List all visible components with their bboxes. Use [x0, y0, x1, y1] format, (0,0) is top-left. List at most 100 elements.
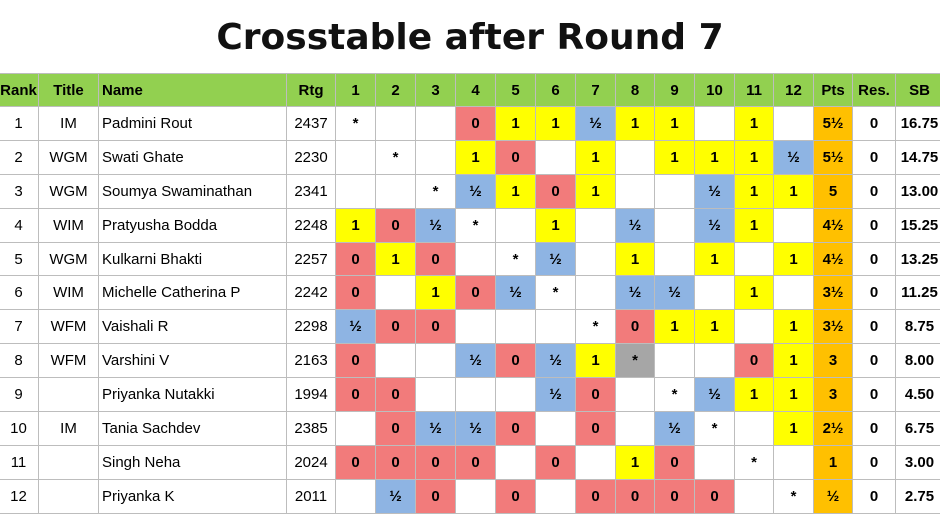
result-cell: 1	[535, 207, 576, 243]
result-tiebreak-cell: 0	[852, 478, 896, 514]
title-cell	[38, 444, 99, 480]
table-row: 7 WFM Vaishali R 2298 ½ 0 0 * 0 1 1 1 3½ 0 8.75	[0, 309, 940, 345]
result-cell: 1	[575, 343, 616, 379]
result-cell: *	[455, 207, 496, 243]
result-cell	[773, 106, 814, 141]
player-name-cell: Tania Sachdev	[98, 411, 287, 446]
result-tiebreak-cell: 0	[852, 241, 896, 277]
table-row: 10 IM Tania Sachdev 2385 0 ½ ½ 0 0 ½ * 1 2½ 0 6.75	[0, 411, 940, 446]
column-header: 7	[575, 73, 616, 107]
result-cell: ½	[335, 309, 376, 345]
result-cell: 0	[335, 377, 376, 413]
result-cell: 0	[375, 207, 416, 243]
result-cell: 0	[495, 139, 536, 175]
result-cell: ½	[415, 207, 456, 243]
result-cell: *	[415, 173, 456, 209]
points-cell: 3½	[813, 309, 853, 345]
sonneborn-berger-cell: 14.75	[895, 139, 940, 175]
result-cell: 1	[734, 275, 774, 311]
result-cell: 0	[335, 241, 376, 277]
result-cell: *	[654, 377, 695, 413]
result-cell	[734, 241, 774, 277]
points-cell: 4½	[813, 241, 853, 277]
table-row: 5 WGM Kulkarni Bhakti 2257 0 1 0 * ½ 1 1 1 4½ 0 13.25	[0, 241, 940, 277]
result-cell: 1	[773, 343, 814, 379]
rating-cell: 2437	[286, 106, 336, 141]
points-cell: 3	[813, 343, 853, 379]
result-cell: 1	[734, 139, 774, 175]
result-cell: 0	[415, 444, 456, 480]
result-cell	[415, 106, 456, 141]
result-cell	[773, 207, 814, 243]
result-cell: 0	[575, 478, 616, 514]
result-cell: 1	[615, 241, 655, 277]
result-cell	[615, 377, 655, 413]
result-cell	[535, 478, 576, 514]
result-cell: 1	[654, 106, 695, 141]
title-cell: WGM	[38, 139, 99, 175]
column-header: 11	[734, 73, 774, 107]
rank-cell: 10	[0, 411, 39, 446]
result-tiebreak-cell: 0	[852, 106, 896, 141]
result-cell	[535, 309, 576, 345]
result-cell: 1	[654, 309, 695, 345]
sonneborn-berger-cell: 6.75	[895, 411, 940, 446]
result-cell	[694, 106, 735, 141]
result-cell	[734, 309, 774, 345]
result-cell	[575, 275, 616, 311]
column-header: Name	[98, 73, 287, 107]
title-cell	[38, 478, 99, 514]
player-name-cell: Padmini Rout	[98, 106, 287, 141]
table-row: 4 WIM Pratyusha Bodda 2248 1 0 ½ * 1 ½ ½ 1 4½ 0 15.25	[0, 207, 940, 243]
result-cell: 1	[375, 241, 416, 277]
result-cell: 0	[535, 444, 576, 480]
sonneborn-berger-cell: 4.50	[895, 377, 940, 413]
result-cell	[535, 139, 576, 175]
result-cell	[773, 275, 814, 311]
result-cell: *	[495, 241, 536, 277]
result-cell: 1	[694, 309, 735, 345]
result-cell	[615, 173, 655, 209]
result-cell: 0	[415, 309, 456, 345]
result-cell: *	[773, 478, 814, 514]
title-cell: WGM	[38, 241, 99, 277]
result-cell	[375, 106, 416, 141]
result-cell: *	[535, 275, 576, 311]
result-cell: 0	[575, 411, 616, 446]
result-cell: 1	[415, 275, 456, 311]
result-cell: 1	[773, 377, 814, 413]
result-cell	[495, 309, 536, 345]
result-cell	[375, 275, 416, 311]
table-row: 6 WIM Michelle Catherina P 2242 0 1 0 ½ * ½ ½ 1 3½ 0 1…	[0, 275, 940, 311]
points-cell: 1	[813, 444, 853, 480]
result-cell: ½	[773, 139, 814, 175]
result-cell: 1	[734, 377, 774, 413]
rating-cell: 2024	[286, 444, 336, 480]
table-row: 11 Singh Neha 2024 0 0 0 0 0 1 0 * 1 0 3.00	[0, 444, 940, 480]
sonneborn-berger-cell: 13.25	[895, 241, 940, 277]
result-cell	[335, 411, 376, 446]
player-name-cell: Priyanka K	[98, 478, 287, 514]
result-cell: ½	[415, 411, 456, 446]
result-cell: 1	[694, 139, 735, 175]
sonneborn-berger-cell: 8.00	[895, 343, 940, 379]
table-row: 2 WGM Swati Ghate 2230 * 1 0 1 1 1 1 ½ 5½ 0 14.75	[0, 139, 940, 175]
player-name-cell: Vaishali R	[98, 309, 287, 345]
result-tiebreak-cell: 0	[852, 275, 896, 311]
result-cell	[575, 207, 616, 243]
result-cell: 1	[615, 444, 655, 480]
title-cell	[38, 377, 99, 413]
column-header: Pts	[813, 73, 853, 107]
result-cell	[415, 343, 456, 379]
rating-cell: 2011	[286, 478, 336, 514]
result-cell: 1	[773, 241, 814, 277]
points-cell: 3½	[813, 275, 853, 311]
rank-cell: 5	[0, 241, 39, 277]
result-cell	[615, 139, 655, 175]
result-cell	[575, 241, 616, 277]
result-cell	[495, 377, 536, 413]
result-cell: 1	[734, 173, 774, 209]
result-cell: ½	[694, 377, 735, 413]
result-tiebreak-cell: 0	[852, 173, 896, 209]
result-cell: 1	[773, 411, 814, 446]
